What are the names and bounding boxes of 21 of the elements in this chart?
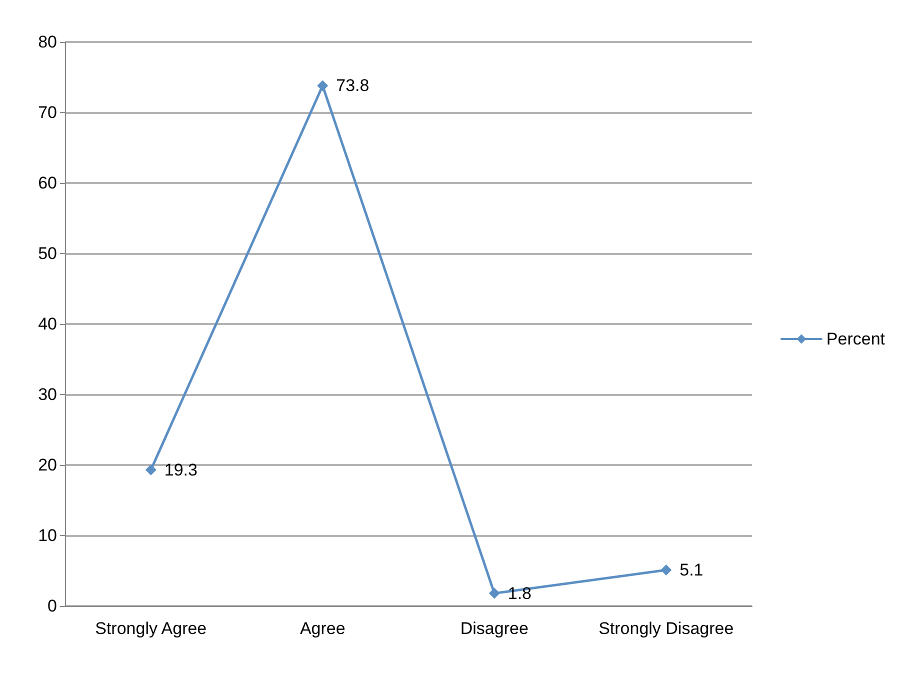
legend-label: Percent bbox=[826, 330, 886, 348]
y-tick-label: 50 bbox=[38, 244, 57, 263]
x-tick-label: Strongly Agree bbox=[95, 619, 207, 638]
point bbox=[660, 564, 672, 576]
y-tick-label: 60 bbox=[38, 174, 57, 192]
y-tick-label: 40 bbox=[38, 314, 57, 334]
data-label: 5.1 bbox=[680, 560, 704, 580]
y-tick-label: 70 bbox=[38, 103, 57, 122]
point bbox=[145, 464, 156, 476]
y-tick-label: 80 bbox=[38, 32, 57, 52]
point bbox=[317, 80, 328, 92]
point bbox=[488, 588, 500, 599]
data-label: 73.8 bbox=[336, 76, 370, 96]
x-tick-label: Strongly Disagree bbox=[598, 619, 734, 638]
y-tick-label: 30 bbox=[38, 385, 57, 404]
data-label: 19.3 bbox=[164, 460, 198, 480]
x-tick-label: Disagree bbox=[460, 619, 528, 638]
y-tick-label: 10 bbox=[38, 526, 57, 545]
x-tick-label: Agree bbox=[300, 619, 346, 638]
y-tick-label: 20 bbox=[38, 456, 57, 474]
y-tick-label: 0 bbox=[48, 596, 57, 616]
